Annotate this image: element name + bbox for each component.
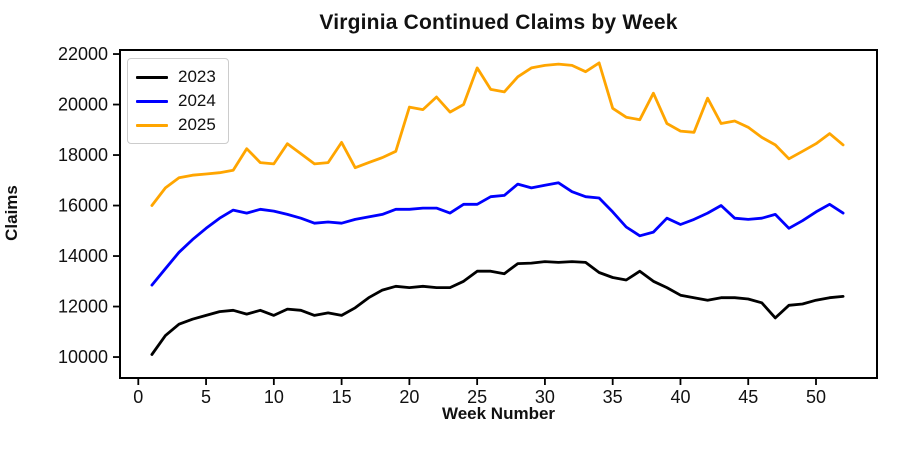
y-tick-label: 20000 xyxy=(58,95,108,115)
x-tick-label: 5 xyxy=(201,387,211,407)
x-tick-label: 15 xyxy=(332,387,352,407)
legend: 2023 2024 2025 xyxy=(127,58,229,144)
y-tick-label: 22000 xyxy=(58,44,108,64)
y-tick-label: 12000 xyxy=(58,297,108,317)
x-tick-label: 20 xyxy=(399,387,419,407)
series-line-2024 xyxy=(150,181,845,287)
legend-label-2023: 2023 xyxy=(178,67,216,86)
y-tick-label: 10000 xyxy=(58,347,108,367)
x-tick-label: 30 xyxy=(535,387,555,407)
series-line-2025 xyxy=(150,61,845,207)
x-tick-label: 40 xyxy=(670,387,690,407)
legend-line-sample-2025 xyxy=(136,123,168,127)
x-axis-label: Week Number xyxy=(441,404,556,423)
legend-line-sample-2023 xyxy=(136,75,168,79)
legend-label-2024: 2024 xyxy=(178,91,216,110)
legend-label-2025: 2025 xyxy=(178,115,216,134)
x-tick-label: 25 xyxy=(467,387,487,407)
legend-entry-2025: 2025 xyxy=(136,113,218,137)
x-tick-label: 0 xyxy=(133,387,143,407)
legend-entry-2024: 2024 xyxy=(136,89,218,113)
plot-area xyxy=(119,49,878,379)
y-tick-label: 14000 xyxy=(58,246,108,266)
x-tick-label: 50 xyxy=(806,387,826,407)
y-tick-label: 18000 xyxy=(58,145,108,165)
series-line-2023 xyxy=(150,260,845,356)
chart-title: Virginia Continued Claims by Week xyxy=(319,11,678,34)
legend-line-sample-2024 xyxy=(136,99,168,103)
x-tick-label: 35 xyxy=(603,387,623,407)
y-axis-label: Claims xyxy=(2,185,21,241)
x-tick-label: 10 xyxy=(264,387,284,407)
x-tick-label: 45 xyxy=(738,387,758,407)
legend-entry-2023: 2023 xyxy=(136,65,218,89)
y-tick-label: 16000 xyxy=(58,196,108,216)
